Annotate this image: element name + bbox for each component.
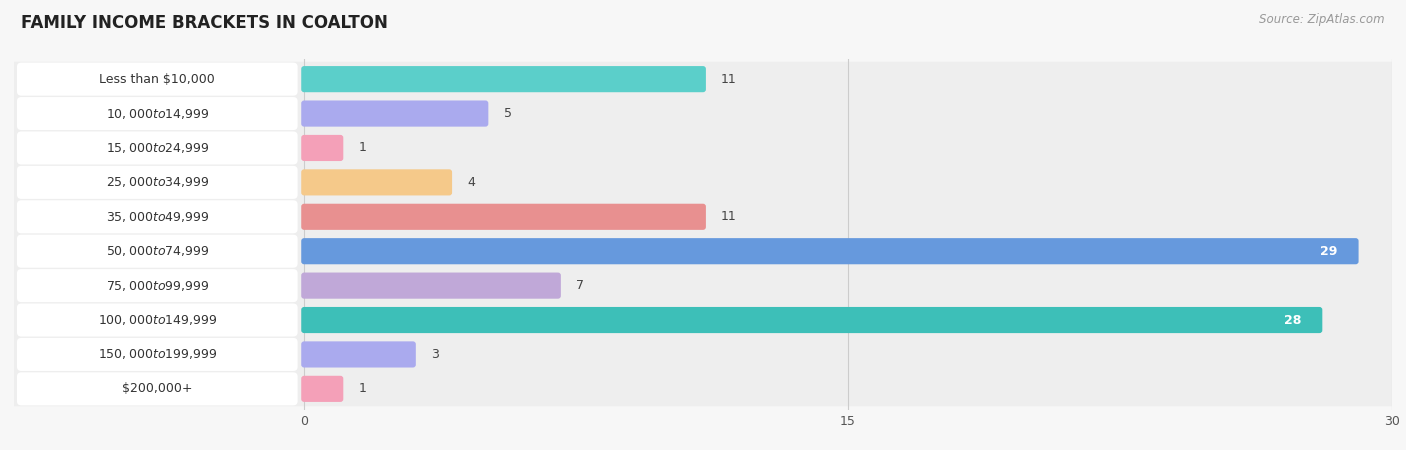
- FancyBboxPatch shape: [301, 169, 453, 195]
- FancyBboxPatch shape: [17, 372, 298, 405]
- FancyBboxPatch shape: [301, 376, 343, 402]
- FancyBboxPatch shape: [17, 63, 298, 96]
- Text: $15,000 to $24,999: $15,000 to $24,999: [105, 141, 209, 155]
- Text: $10,000 to $14,999: $10,000 to $14,999: [105, 107, 209, 121]
- FancyBboxPatch shape: [17, 338, 298, 371]
- FancyBboxPatch shape: [17, 200, 298, 233]
- Text: $150,000 to $199,999: $150,000 to $199,999: [97, 347, 217, 361]
- Text: 28: 28: [1284, 314, 1302, 327]
- Text: 11: 11: [721, 72, 737, 86]
- FancyBboxPatch shape: [301, 238, 1358, 264]
- FancyBboxPatch shape: [301, 273, 561, 299]
- Text: 7: 7: [576, 279, 583, 292]
- Text: 5: 5: [503, 107, 512, 120]
- Text: 11: 11: [721, 210, 737, 223]
- Text: $75,000 to $99,999: $75,000 to $99,999: [105, 279, 209, 292]
- FancyBboxPatch shape: [11, 268, 1395, 303]
- Text: $25,000 to $34,999: $25,000 to $34,999: [105, 176, 209, 189]
- FancyBboxPatch shape: [301, 342, 416, 368]
- FancyBboxPatch shape: [17, 303, 298, 337]
- FancyBboxPatch shape: [11, 62, 1395, 97]
- Text: 3: 3: [432, 348, 439, 361]
- FancyBboxPatch shape: [17, 166, 298, 199]
- FancyBboxPatch shape: [17, 269, 298, 302]
- FancyBboxPatch shape: [11, 96, 1395, 131]
- Text: 1: 1: [359, 141, 367, 154]
- FancyBboxPatch shape: [301, 307, 1322, 333]
- FancyBboxPatch shape: [301, 100, 488, 126]
- Text: $200,000+: $200,000+: [122, 382, 193, 396]
- Text: Less than $10,000: Less than $10,000: [100, 72, 215, 86]
- FancyBboxPatch shape: [11, 234, 1395, 269]
- Text: $50,000 to $74,999: $50,000 to $74,999: [105, 244, 209, 258]
- FancyBboxPatch shape: [11, 337, 1395, 372]
- FancyBboxPatch shape: [17, 97, 298, 130]
- Text: Source: ZipAtlas.com: Source: ZipAtlas.com: [1260, 14, 1385, 27]
- FancyBboxPatch shape: [11, 199, 1395, 234]
- FancyBboxPatch shape: [17, 235, 298, 268]
- FancyBboxPatch shape: [11, 303, 1395, 338]
- FancyBboxPatch shape: [11, 372, 1395, 406]
- FancyBboxPatch shape: [301, 204, 706, 230]
- FancyBboxPatch shape: [301, 135, 343, 161]
- Text: $100,000 to $149,999: $100,000 to $149,999: [97, 313, 217, 327]
- Text: 1: 1: [359, 382, 367, 396]
- Text: 29: 29: [1320, 245, 1337, 258]
- Text: 4: 4: [467, 176, 475, 189]
- Text: FAMILY INCOME BRACKETS IN COALTON: FAMILY INCOME BRACKETS IN COALTON: [21, 14, 388, 32]
- FancyBboxPatch shape: [17, 131, 298, 165]
- FancyBboxPatch shape: [11, 130, 1395, 165]
- Text: $35,000 to $49,999: $35,000 to $49,999: [105, 210, 209, 224]
- FancyBboxPatch shape: [11, 165, 1395, 200]
- FancyBboxPatch shape: [301, 66, 706, 92]
